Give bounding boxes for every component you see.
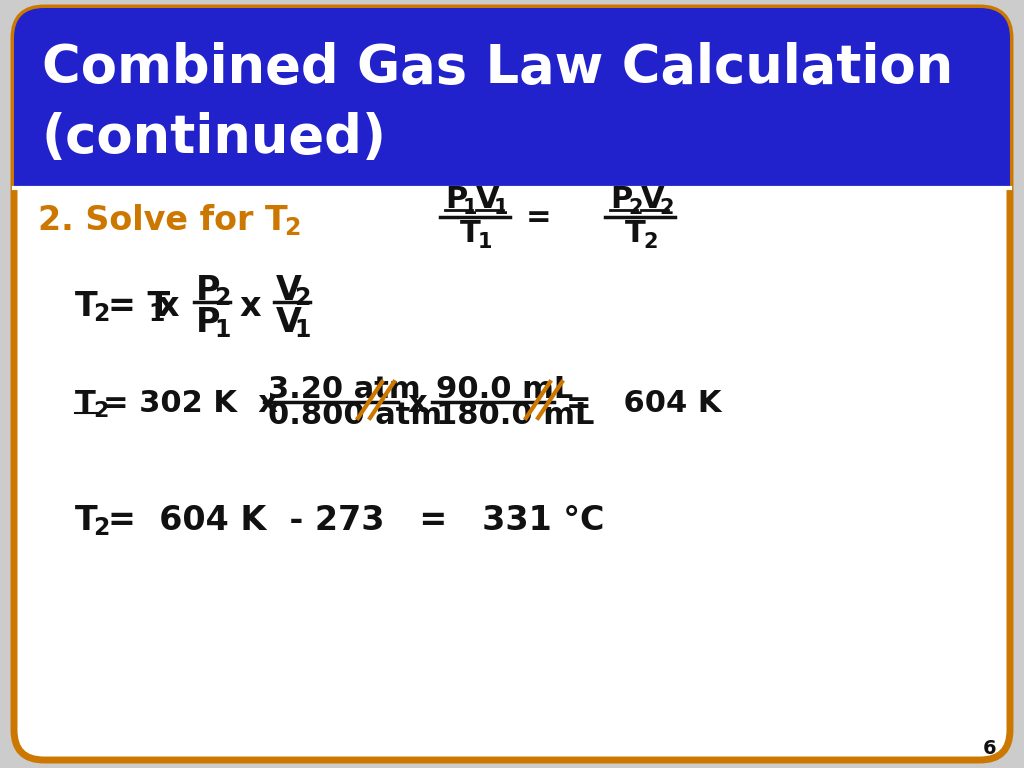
Text: 2: 2 (284, 216, 300, 240)
Text: 2: 2 (214, 286, 230, 310)
Text: =  604 K  - 273   =   331 °C: = 604 K - 273 = 331 °C (108, 504, 604, 537)
Text: x: x (157, 290, 178, 323)
Text: V: V (276, 306, 302, 339)
Text: 90.0 mL: 90.0 mL (436, 376, 573, 405)
Text: = T: = T (108, 290, 170, 323)
Text: x: x (240, 290, 261, 323)
Text: 1: 1 (214, 318, 230, 342)
Text: 2: 2 (659, 198, 674, 218)
Text: 1: 1 (294, 318, 310, 342)
Text: P: P (196, 306, 220, 339)
Text: V: V (476, 186, 500, 214)
Text: 2: 2 (294, 286, 310, 310)
Text: 1: 1 (478, 232, 493, 252)
Text: = 302 K  x: = 302 K x (103, 389, 278, 418)
Text: T: T (75, 504, 97, 537)
Text: T: T (460, 220, 480, 249)
Text: 1: 1 (463, 198, 477, 218)
Text: V: V (276, 273, 302, 306)
Text: T: T (75, 290, 97, 323)
Text: P: P (445, 186, 467, 214)
FancyBboxPatch shape (14, 8, 1010, 188)
Text: Combined Gas Law Calculation: Combined Gas Law Calculation (42, 42, 953, 94)
Bar (14, 158, 1010, 188)
Text: x: x (408, 389, 428, 418)
FancyBboxPatch shape (14, 8, 1010, 760)
Text: V: V (641, 186, 665, 214)
Text: 3.20 atm: 3.20 atm (268, 376, 421, 405)
Text: P: P (610, 186, 632, 214)
Text: 1: 1 (494, 198, 509, 218)
Text: T: T (75, 389, 96, 418)
Text: 180.0 mL: 180.0 mL (436, 402, 594, 431)
Text: 2: 2 (643, 232, 657, 252)
Text: 2. Solve for T: 2. Solve for T (38, 204, 288, 237)
Text: =: = (526, 203, 552, 231)
Text: P: P (196, 273, 220, 306)
Text: 2: 2 (93, 516, 110, 540)
Text: 2: 2 (628, 198, 642, 218)
Text: 0.800 atm: 0.800 atm (268, 402, 442, 431)
Text: 6: 6 (983, 739, 996, 757)
Text: (continued): (continued) (42, 112, 387, 164)
Text: =   604 K: = 604 K (566, 389, 722, 418)
Text: 2: 2 (93, 302, 110, 326)
Text: 2: 2 (93, 401, 109, 421)
Text: 1: 1 (148, 302, 165, 326)
Text: T: T (625, 220, 646, 249)
